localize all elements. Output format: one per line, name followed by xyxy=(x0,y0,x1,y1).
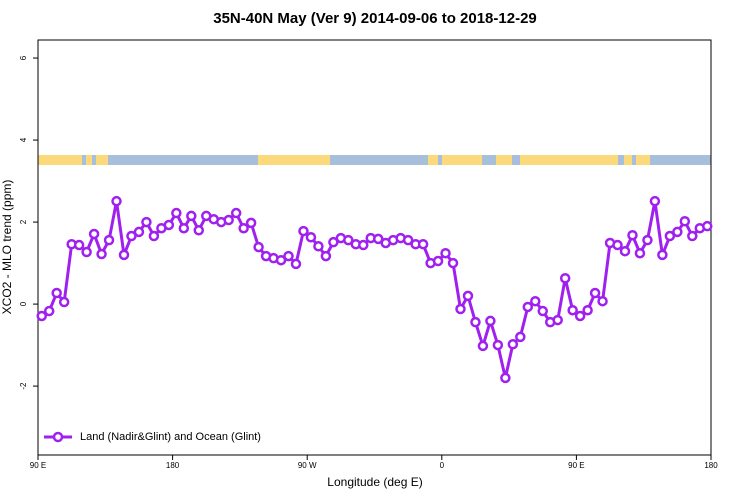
x-axis-label: Longitude (deg E) xyxy=(327,475,422,489)
data-point xyxy=(111,195,122,207)
data-point xyxy=(402,234,414,246)
data-point xyxy=(515,331,526,343)
data-point xyxy=(245,217,257,229)
data-point xyxy=(88,228,100,240)
data-point xyxy=(193,225,205,236)
x-tick-label: 90 E xyxy=(568,461,584,470)
chart-title: 35N-40N May (Ver 9) 2014-09-06 to 2018-1… xyxy=(213,10,537,27)
data-point xyxy=(582,304,593,316)
data-point xyxy=(163,219,175,231)
data-point xyxy=(186,210,197,222)
data-point xyxy=(118,249,130,261)
data-point xyxy=(58,296,70,308)
data-point xyxy=(642,234,653,246)
data-point xyxy=(358,239,369,251)
x-tick-label: 90 E xyxy=(30,461,46,470)
data-point xyxy=(171,207,182,219)
y-tick-label: 6 xyxy=(19,55,28,60)
data-point xyxy=(141,216,152,228)
data-point xyxy=(328,236,339,248)
data-point xyxy=(567,304,578,316)
data-point xyxy=(178,222,190,234)
x-tick-label: 180 xyxy=(704,461,718,470)
data-point xyxy=(649,195,661,207)
data-point xyxy=(455,303,466,315)
data-point xyxy=(43,305,55,317)
data-point xyxy=(537,305,548,317)
data-point xyxy=(664,230,676,242)
data-point xyxy=(597,295,608,307)
x-tick-label: 90 W xyxy=(298,461,317,470)
data-point xyxy=(462,290,474,302)
data-point xyxy=(672,226,683,238)
data-point xyxy=(290,258,302,270)
legend-label: Land (Nadir&Glint) and Ocean (Glint) xyxy=(80,431,261,443)
data-point xyxy=(432,255,444,267)
data-point xyxy=(36,310,47,322)
data-point xyxy=(133,226,145,238)
data-point xyxy=(253,241,264,253)
data-point xyxy=(238,222,249,234)
y-tick-label: 2 xyxy=(19,219,28,224)
data-point xyxy=(687,230,698,242)
data-point xyxy=(477,340,489,352)
data-point xyxy=(417,238,429,250)
x-tick-label: 0 xyxy=(440,461,445,470)
data-point xyxy=(343,234,354,246)
y-axis-label: XCO2 - MLO trend (ppm) xyxy=(0,180,14,315)
y-tick-label: 0 xyxy=(19,301,28,306)
data-point xyxy=(313,241,324,252)
land-ocean-strip xyxy=(38,155,711,165)
data-point xyxy=(552,314,563,326)
data-point xyxy=(530,295,541,307)
data-point xyxy=(305,231,317,243)
data-point xyxy=(223,214,234,226)
data-point xyxy=(627,229,638,241)
data-point xyxy=(283,250,294,262)
data-point xyxy=(230,207,242,219)
data-point xyxy=(73,239,85,251)
data-point xyxy=(559,273,571,284)
data-point xyxy=(372,233,384,245)
data-point xyxy=(96,248,107,260)
data-point xyxy=(500,372,511,384)
data-point xyxy=(103,234,115,246)
y-tick-label: -2 xyxy=(19,382,28,390)
data-point xyxy=(485,315,496,327)
data-point xyxy=(589,287,601,299)
data-point xyxy=(298,225,309,237)
data-point xyxy=(679,216,691,227)
data-point xyxy=(612,239,623,251)
legend-marker xyxy=(52,431,64,443)
y-tick-label: 4 xyxy=(19,137,28,142)
data-point xyxy=(574,310,586,322)
data-point xyxy=(440,247,451,259)
data-point xyxy=(320,250,332,262)
plot-frame xyxy=(37,39,712,456)
data-point xyxy=(126,230,137,242)
data-point xyxy=(507,339,519,350)
data-point xyxy=(619,245,631,257)
data-point xyxy=(522,301,534,313)
data-point xyxy=(275,254,287,266)
data-point xyxy=(702,220,713,232)
data-point xyxy=(657,249,668,261)
data-point xyxy=(470,316,481,328)
data-point xyxy=(634,247,646,259)
data-point xyxy=(492,339,504,351)
data-point xyxy=(81,246,92,258)
x-tick-label: 180 xyxy=(166,461,180,470)
data-point xyxy=(148,230,160,242)
data-point xyxy=(51,287,62,299)
data-point xyxy=(447,257,459,269)
